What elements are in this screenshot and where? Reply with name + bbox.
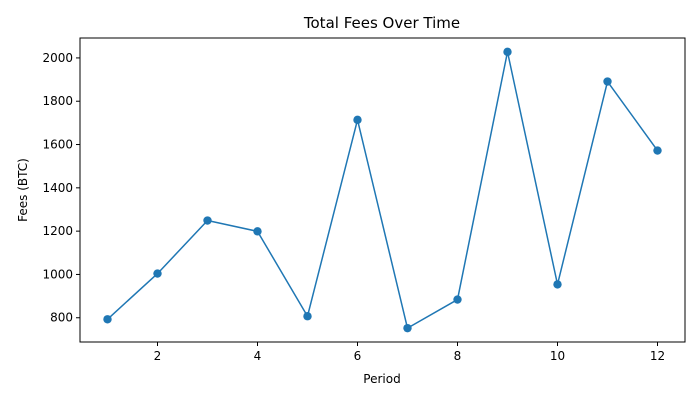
x-axis-label: Period — [363, 372, 400, 386]
x-tick-label: 12 — [650, 349, 665, 363]
data-point — [603, 77, 612, 86]
y-tick-label: 800 — [50, 311, 73, 325]
data-point — [303, 312, 312, 321]
y-tick-label: 1600 — [42, 138, 73, 152]
y-tick-label: 1400 — [42, 181, 73, 195]
data-point — [203, 216, 212, 225]
data-point — [253, 227, 262, 236]
y-tick-label: 1800 — [42, 94, 73, 108]
x-tick-label: 4 — [254, 349, 262, 363]
x-tick-label: 2 — [154, 349, 162, 363]
data-point — [153, 269, 162, 278]
data-point — [353, 115, 362, 125]
y-tick-label: 1000 — [42, 267, 73, 281]
data-point — [403, 323, 412, 333]
series-line — [106, 51, 659, 329]
data-point — [503, 47, 512, 57]
y-tick-label: 1200 — [42, 224, 73, 238]
y-tick-label: 2000 — [42, 51, 73, 65]
data-point — [453, 295, 462, 304]
x-tick-label: 10 — [550, 349, 565, 363]
chart-title: Total Fees Over Time — [303, 14, 460, 32]
data-point — [103, 315, 112, 324]
x-tick-label: 6 — [354, 349, 362, 363]
data-point — [553, 280, 562, 289]
plot-frame — [79, 37, 686, 343]
x-tick-label: 8 — [454, 349, 462, 363]
y-axis-label: Fees (BTC) — [16, 158, 30, 222]
plot-area: 2 4 6 8 10 12 800 1000 1200 1400 1600 1800 2000 — [42, 37, 686, 363]
data-point — [653, 146, 662, 155]
